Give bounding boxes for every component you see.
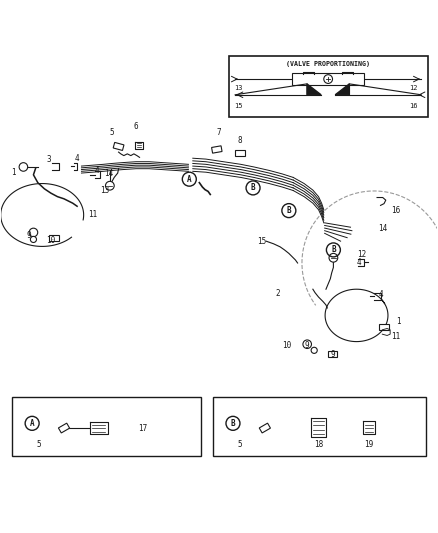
Text: 12: 12 — [409, 85, 417, 91]
Polygon shape — [261, 424, 268, 429]
Text: 4: 4 — [378, 290, 383, 300]
Polygon shape — [237, 154, 244, 156]
Text: B: B — [251, 183, 255, 192]
Text: 1: 1 — [396, 317, 400, 326]
Polygon shape — [116, 143, 123, 147]
Text: 12: 12 — [357, 250, 367, 259]
Text: 10: 10 — [46, 236, 56, 245]
Text: 16: 16 — [391, 206, 400, 215]
Text: 14: 14 — [104, 169, 113, 179]
Text: 10: 10 — [282, 342, 291, 351]
Polygon shape — [381, 327, 387, 329]
Text: 8: 8 — [238, 136, 242, 146]
Text: 18: 18 — [314, 440, 323, 449]
Text: 9: 9 — [304, 342, 309, 351]
Text: 9: 9 — [330, 350, 335, 359]
Circle shape — [30, 236, 36, 243]
Text: 19: 19 — [364, 440, 374, 449]
Bar — [49, 235, 59, 241]
Text: (VALVE PROPORTIONING): (VALVE PROPORTIONING) — [286, 61, 370, 67]
Text: 3: 3 — [46, 155, 51, 164]
Text: 11: 11 — [391, 332, 400, 341]
Bar — [235, 150, 245, 156]
Text: A: A — [30, 419, 35, 428]
Bar — [328, 351, 337, 357]
FancyBboxPatch shape — [292, 74, 364, 85]
Text: 5: 5 — [110, 127, 114, 136]
Text: 15: 15 — [257, 237, 266, 246]
Bar — [379, 324, 389, 329]
Text: 13: 13 — [100, 187, 109, 196]
Polygon shape — [237, 152, 244, 154]
FancyBboxPatch shape — [213, 397, 426, 456]
Bar — [58, 423, 70, 433]
Polygon shape — [115, 146, 122, 150]
FancyBboxPatch shape — [229, 55, 427, 117]
Polygon shape — [237, 150, 244, 152]
Bar — [113, 142, 124, 150]
Text: 5: 5 — [37, 440, 42, 449]
Text: 2: 2 — [276, 289, 280, 298]
Polygon shape — [329, 351, 336, 353]
Text: 7: 7 — [217, 127, 221, 136]
Text: B: B — [286, 206, 291, 215]
Polygon shape — [51, 235, 57, 238]
Text: 9: 9 — [27, 231, 32, 239]
Text: 11: 11 — [88, 211, 97, 220]
Text: 17: 17 — [138, 424, 148, 433]
Text: 1: 1 — [11, 168, 16, 177]
Circle shape — [329, 253, 338, 262]
Polygon shape — [213, 148, 220, 151]
Polygon shape — [381, 326, 387, 328]
Circle shape — [19, 163, 28, 171]
Circle shape — [106, 181, 114, 190]
Polygon shape — [329, 354, 336, 357]
Polygon shape — [115, 144, 122, 148]
Text: 13: 13 — [234, 85, 243, 91]
Text: 14: 14 — [378, 223, 387, 232]
Polygon shape — [51, 237, 57, 239]
Text: B: B — [231, 419, 235, 428]
Text: 4: 4 — [95, 166, 99, 175]
Polygon shape — [60, 425, 67, 431]
Text: 4: 4 — [75, 154, 79, 163]
Text: 15: 15 — [234, 103, 243, 109]
Polygon shape — [329, 353, 336, 355]
Polygon shape — [60, 424, 67, 429]
Circle shape — [29, 228, 38, 237]
Text: B: B — [331, 245, 336, 254]
Bar — [212, 146, 222, 153]
FancyBboxPatch shape — [12, 397, 201, 456]
Polygon shape — [213, 146, 220, 149]
Text: 5: 5 — [238, 440, 242, 449]
Polygon shape — [261, 425, 268, 431]
Polygon shape — [262, 427, 269, 432]
Polygon shape — [335, 84, 350, 95]
Polygon shape — [381, 324, 387, 326]
Text: 16: 16 — [409, 103, 417, 109]
Circle shape — [324, 75, 332, 84]
Polygon shape — [61, 427, 68, 432]
Circle shape — [311, 348, 317, 353]
Polygon shape — [214, 149, 221, 153]
Bar — [259, 423, 270, 433]
Text: A: A — [187, 175, 191, 184]
Text: 6: 6 — [134, 122, 138, 131]
Polygon shape — [51, 239, 57, 241]
Polygon shape — [307, 84, 321, 95]
Text: 4: 4 — [357, 257, 361, 266]
Circle shape — [303, 340, 311, 349]
